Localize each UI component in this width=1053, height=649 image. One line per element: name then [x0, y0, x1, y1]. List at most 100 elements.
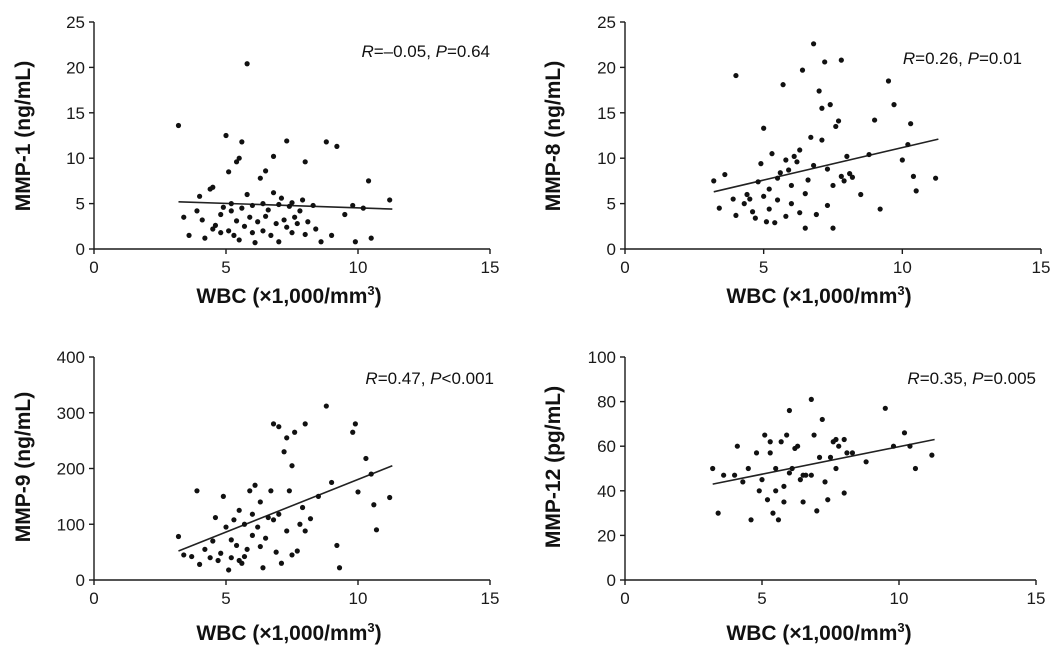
data-point	[289, 200, 295, 206]
data-point	[913, 188, 919, 194]
y-tick-label: 0	[76, 571, 85, 590]
data-point	[231, 232, 237, 238]
x-tick-label: 10	[890, 589, 909, 608]
data-point	[910, 173, 917, 179]
data-point	[210, 538, 216, 544]
data-point	[767, 450, 773, 456]
data-point	[241, 223, 248, 229]
data-point	[371, 502, 377, 508]
data-point	[210, 226, 216, 232]
data-point	[819, 105, 825, 111]
data-point	[273, 220, 279, 227]
data-point	[233, 542, 240, 549]
x-tick-label: 15	[1032, 258, 1051, 277]
data-point	[778, 439, 784, 445]
data-point	[797, 477, 803, 483]
data-point	[781, 483, 787, 489]
data-point	[838, 173, 844, 179]
y-tick-label: 100	[57, 515, 85, 534]
y-tick-label: 25	[597, 13, 616, 32]
data-point	[841, 490, 847, 496]
data-point	[194, 488, 200, 494]
data-point	[835, 118, 842, 124]
data-point	[819, 416, 825, 423]
data-point	[858, 191, 864, 198]
x-tick-label: 10	[893, 258, 912, 277]
data-point	[278, 560, 285, 566]
data-point	[218, 211, 224, 218]
data-point	[833, 465, 839, 472]
data-point	[207, 555, 213, 561]
data-point	[302, 159, 308, 165]
data-point	[223, 524, 229, 530]
data-point	[197, 193, 203, 199]
data-point	[368, 235, 374, 241]
data-point	[732, 472, 738, 478]
data-point	[786, 407, 793, 414]
data-point	[745, 465, 751, 472]
data-point	[252, 240, 258, 246]
x-axis-title: WBC (×1,000/mm3)	[726, 283, 911, 308]
data-point	[365, 178, 372, 184]
data-point	[769, 151, 775, 157]
x-tick-label: 15	[481, 258, 500, 277]
trend-line	[178, 464, 393, 552]
x-tick-label: 5	[757, 589, 766, 608]
y-tick-label: 0	[607, 571, 616, 590]
data-point	[363, 455, 369, 462]
data-point	[822, 479, 828, 485]
data-point	[802, 225, 808, 231]
data-point	[297, 521, 303, 527]
data-point	[286, 203, 292, 209]
data-point	[819, 137, 825, 143]
data-point	[260, 565, 266, 571]
data-point	[302, 528, 308, 534]
data-point	[838, 57, 844, 63]
x-axis-title: WBC (×1,000/mm3)	[726, 620, 911, 645]
data-point	[276, 424, 282, 430]
data-point	[265, 207, 271, 213]
data-point	[758, 161, 764, 167]
data-point	[795, 443, 801, 449]
data-point	[766, 206, 772, 212]
data-point	[263, 168, 269, 174]
data-point	[329, 479, 335, 486]
data-point	[247, 214, 253, 220]
data-point	[734, 443, 740, 449]
data-point	[249, 532, 255, 539]
data-point	[912, 465, 919, 472]
data-point	[907, 443, 913, 449]
data-point	[263, 213, 269, 219]
data-point	[775, 517, 782, 523]
data-point	[186, 232, 192, 238]
data-point	[268, 232, 274, 238]
y-tick-label: 40	[597, 482, 616, 501]
panel-mmp9: MMP-9 (ng/mL) WBC (×1,000/mm3) R=0.47, P…	[12, 348, 499, 645]
data-point	[788, 182, 795, 189]
data-point	[278, 195, 285, 201]
x-tick-label: 10	[349, 589, 368, 608]
panel-mmp12: MMP-12 (pg/mL) WBC (×1,000/mm3) R=0.35, …	[542, 348, 1045, 645]
data-point	[849, 450, 856, 456]
data-point	[722, 171, 728, 178]
data-point	[239, 205, 245, 211]
data-point	[833, 123, 839, 130]
data-point	[786, 167, 792, 173]
y-tick-label: 15	[597, 104, 616, 123]
data-point	[270, 421, 277, 427]
data-point	[841, 436, 847, 443]
data-point	[748, 517, 754, 523]
data-point	[755, 179, 761, 185]
data-point	[387, 197, 393, 203]
panel-mmp1: MMP-1 (ng/mL) WBC (×1,000/mm3) R=–0.05, …	[12, 13, 499, 308]
data-point	[302, 421, 308, 427]
data-point	[257, 175, 263, 181]
y-tick-label: 25	[66, 13, 85, 32]
data-point	[777, 170, 783, 176]
data-point	[783, 213, 789, 219]
data-point	[255, 524, 261, 530]
data-point	[244, 61, 250, 67]
data-point	[360, 205, 366, 211]
y-tick-label: 5	[76, 195, 85, 214]
data-point	[813, 211, 819, 218]
